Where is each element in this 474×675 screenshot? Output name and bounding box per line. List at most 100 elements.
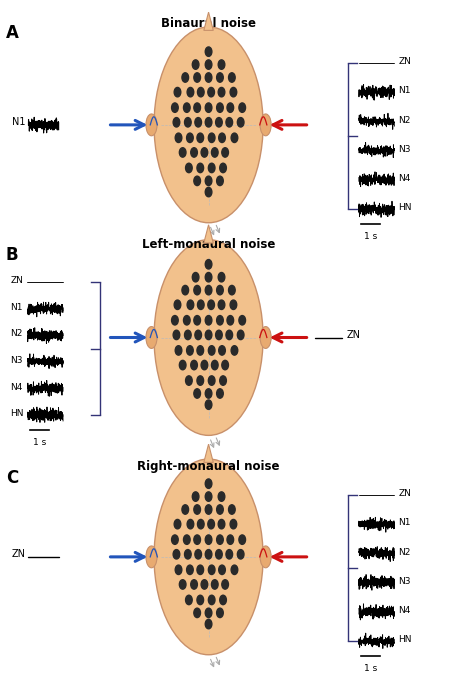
- Circle shape: [216, 549, 222, 559]
- Circle shape: [195, 549, 201, 559]
- Circle shape: [205, 620, 212, 629]
- Text: N2: N2: [398, 547, 410, 556]
- Circle shape: [231, 565, 238, 574]
- Circle shape: [239, 535, 246, 544]
- Circle shape: [228, 73, 235, 82]
- Circle shape: [194, 286, 201, 295]
- Circle shape: [179, 580, 186, 589]
- Text: N1: N1: [12, 117, 25, 127]
- Text: N1: N1: [398, 518, 410, 527]
- Circle shape: [205, 608, 212, 618]
- Text: ZN: ZN: [10, 276, 23, 286]
- Circle shape: [218, 60, 225, 70]
- Ellipse shape: [260, 114, 271, 136]
- Text: Binaural noise: Binaural noise: [161, 17, 256, 30]
- Circle shape: [205, 286, 212, 295]
- Circle shape: [222, 360, 228, 370]
- Text: N4: N4: [398, 174, 410, 183]
- Text: Right-monaural noise: Right-monaural noise: [137, 460, 280, 473]
- Text: 1 s: 1 s: [364, 232, 377, 241]
- Circle shape: [194, 389, 201, 398]
- Circle shape: [226, 549, 233, 559]
- Circle shape: [209, 346, 215, 355]
- Circle shape: [173, 330, 180, 340]
- Circle shape: [197, 565, 204, 574]
- Circle shape: [185, 163, 192, 173]
- Circle shape: [227, 103, 234, 112]
- Circle shape: [218, 300, 225, 310]
- Circle shape: [205, 73, 212, 82]
- Circle shape: [205, 505, 212, 514]
- Circle shape: [237, 330, 244, 340]
- Polygon shape: [204, 225, 213, 243]
- Circle shape: [187, 300, 194, 310]
- Circle shape: [175, 133, 182, 142]
- Circle shape: [175, 565, 182, 574]
- Circle shape: [194, 103, 201, 112]
- Circle shape: [205, 103, 212, 112]
- Ellipse shape: [154, 27, 263, 223]
- Circle shape: [205, 389, 212, 398]
- Circle shape: [209, 133, 215, 142]
- Text: N2: N2: [398, 115, 410, 124]
- Text: N1: N1: [10, 303, 23, 312]
- Circle shape: [218, 520, 225, 529]
- Circle shape: [227, 315, 234, 325]
- Circle shape: [194, 73, 201, 82]
- Circle shape: [182, 505, 189, 514]
- Circle shape: [192, 60, 199, 70]
- Text: N1: N1: [398, 86, 410, 95]
- Circle shape: [194, 176, 201, 186]
- Circle shape: [208, 300, 214, 310]
- Ellipse shape: [146, 114, 157, 136]
- Circle shape: [201, 360, 208, 370]
- Circle shape: [191, 580, 197, 589]
- Circle shape: [208, 88, 214, 97]
- Ellipse shape: [154, 240, 263, 435]
- Circle shape: [230, 520, 237, 529]
- Circle shape: [228, 505, 235, 514]
- Circle shape: [217, 505, 223, 514]
- Circle shape: [216, 117, 222, 127]
- Circle shape: [237, 117, 244, 127]
- Circle shape: [191, 360, 197, 370]
- Text: HN: HN: [398, 203, 411, 213]
- Circle shape: [205, 492, 212, 502]
- Circle shape: [192, 492, 199, 502]
- Circle shape: [217, 535, 223, 544]
- Circle shape: [209, 565, 215, 574]
- Circle shape: [182, 286, 189, 295]
- Circle shape: [205, 535, 212, 544]
- Circle shape: [187, 346, 193, 355]
- Circle shape: [205, 47, 212, 57]
- Circle shape: [185, 376, 192, 385]
- Ellipse shape: [146, 546, 157, 568]
- Circle shape: [219, 565, 225, 574]
- Circle shape: [218, 273, 225, 282]
- Circle shape: [209, 163, 215, 173]
- Ellipse shape: [154, 459, 263, 655]
- Circle shape: [173, 117, 180, 127]
- Circle shape: [219, 133, 225, 142]
- Circle shape: [172, 103, 178, 112]
- Circle shape: [192, 273, 199, 282]
- Polygon shape: [204, 12, 213, 30]
- Circle shape: [201, 580, 208, 589]
- Circle shape: [201, 148, 208, 157]
- Text: 1 s: 1 s: [364, 664, 377, 673]
- Circle shape: [205, 260, 212, 269]
- Circle shape: [211, 148, 218, 157]
- Text: N4: N4: [398, 606, 410, 615]
- Circle shape: [205, 176, 212, 186]
- Circle shape: [187, 565, 193, 574]
- Circle shape: [183, 103, 190, 112]
- Circle shape: [197, 163, 204, 173]
- Circle shape: [217, 608, 223, 618]
- Circle shape: [194, 535, 201, 544]
- Circle shape: [226, 117, 233, 127]
- Circle shape: [179, 148, 186, 157]
- Circle shape: [217, 176, 223, 186]
- Text: B: B: [6, 246, 18, 265]
- Circle shape: [231, 346, 238, 355]
- Circle shape: [184, 549, 191, 559]
